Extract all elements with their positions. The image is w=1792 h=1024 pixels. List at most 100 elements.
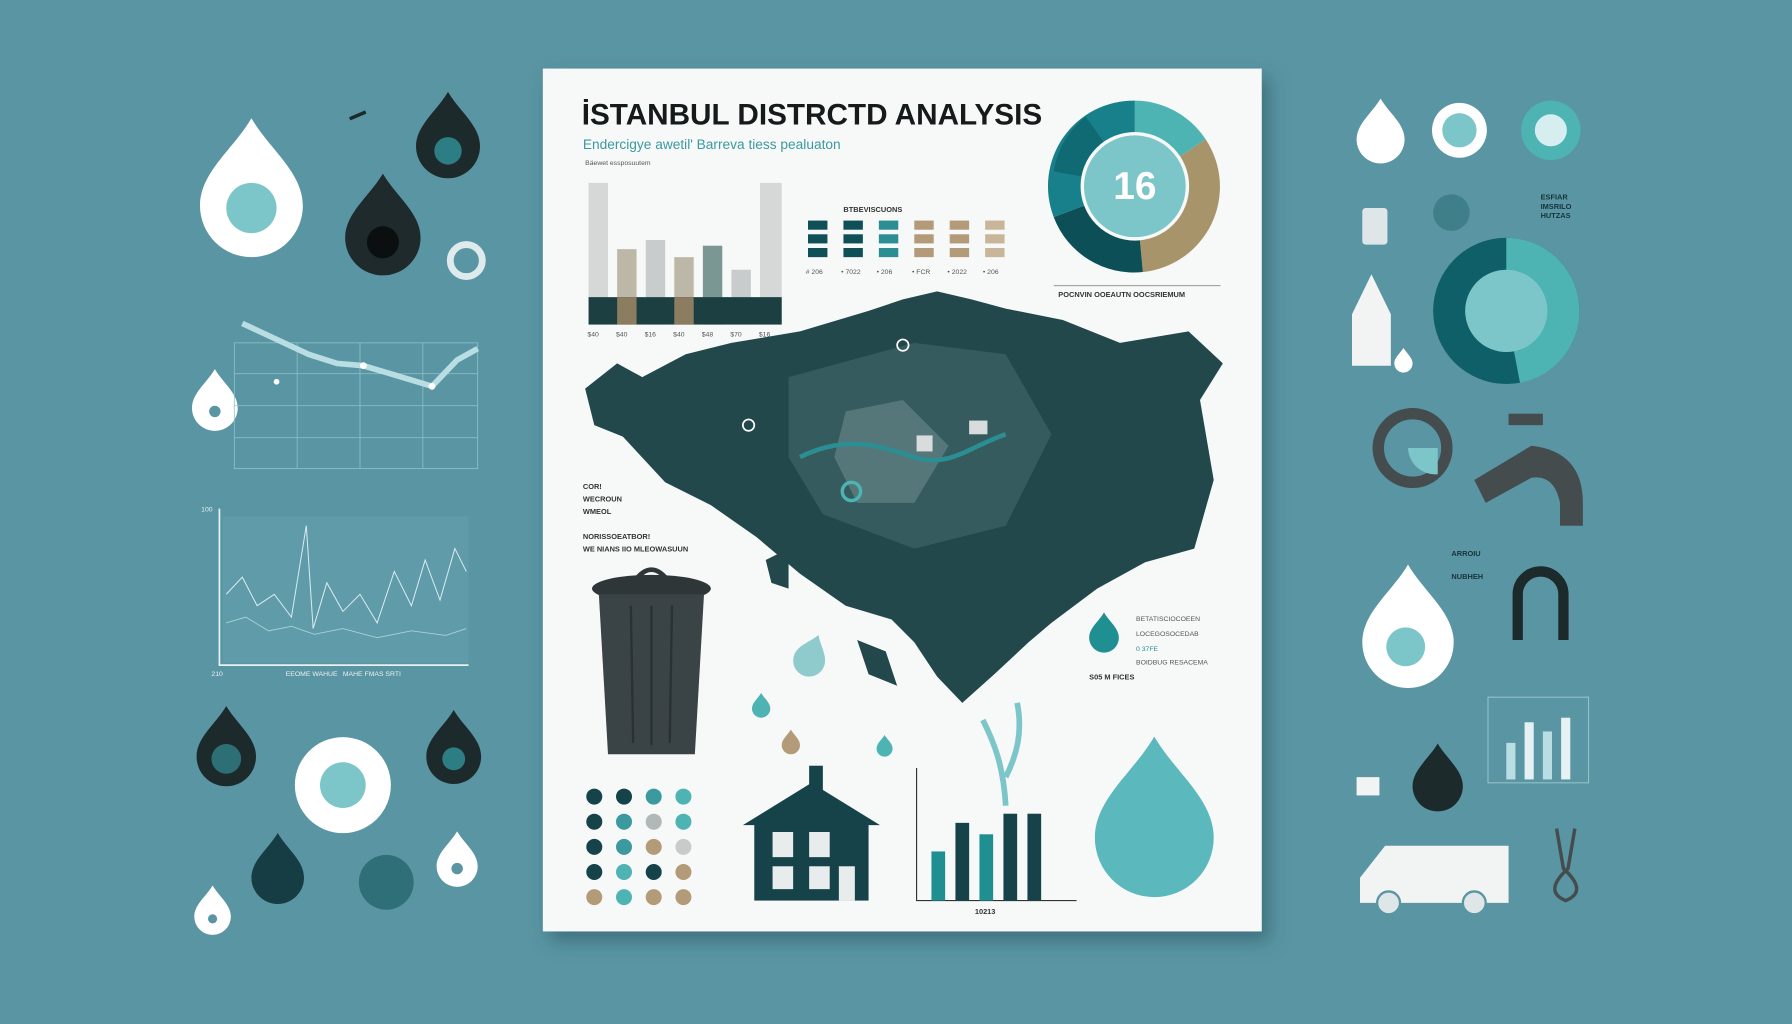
gear <box>1433 194 1470 231</box>
swatch <box>878 248 899 258</box>
marker <box>896 338 910 352</box>
window <box>809 832 830 858</box>
gear <box>358 854 414 910</box>
swatch <box>985 248 1005 258</box>
swatch <box>949 234 970 244</box>
bar <box>931 851 946 901</box>
swatch <box>878 220 899 230</box>
valve <box>1508 413 1543 426</box>
van <box>1360 845 1509 903</box>
dot <box>586 838 603 855</box>
dot <box>645 838 662 855</box>
chimney <box>809 765 823 791</box>
ring <box>446 241 486 280</box>
ring-center <box>1465 269 1548 352</box>
legend-label: • 2022 <box>947 269 967 276</box>
legend-item: BETATISCIOCOEEN <box>1136 616 1200 623</box>
mini-bar <box>1524 722 1534 780</box>
legend-title: BTBEVISCUONS <box>843 205 902 214</box>
drop-center <box>366 226 399 259</box>
dot <box>675 788 692 805</box>
dot <box>675 813 692 830</box>
dash <box>349 110 367 121</box>
ring-center <box>320 762 366 808</box>
mini-bar <box>1561 717 1571 780</box>
map <box>585 291 1223 703</box>
series-line <box>225 525 467 629</box>
map-note: WE NIANS IIO MLEOWASUUN <box>583 545 688 554</box>
swatch <box>949 248 970 258</box>
marker <box>969 420 988 435</box>
dot <box>645 889 662 906</box>
axis-label: EEOME WAHUE <box>286 671 338 678</box>
trash-can <box>592 567 711 755</box>
bottle <box>1362 208 1388 245</box>
legend-item: 0 37FE <box>1136 646 1159 653</box>
bar <box>1027 813 1042 901</box>
drop-center <box>434 137 462 165</box>
swatch <box>808 248 828 258</box>
side-label: NUBHEH <box>1451 572 1483 581</box>
pie-value: 16 <box>1113 165 1156 208</box>
door <box>838 866 855 901</box>
dot <box>645 864 662 880</box>
mini-chart <box>1487 696 1590 784</box>
bar <box>588 182 608 325</box>
handle <box>636 567 667 579</box>
swatch <box>808 234 828 244</box>
drop-center <box>1386 627 1426 667</box>
bar <box>760 182 782 325</box>
legend-label: • FCR <box>912 269 930 276</box>
rib <box>629 605 635 743</box>
dot <box>586 788 603 805</box>
dot <box>675 889 692 906</box>
drop-center <box>208 914 218 924</box>
dot <box>616 889 632 906</box>
dot <box>616 813 632 830</box>
clip <box>1553 828 1579 903</box>
circle-icon <box>1534 114 1567 147</box>
swatch <box>843 248 863 258</box>
drop-center <box>226 182 277 234</box>
legend-item: BOIDBUG RESACEMA <box>1136 660 1208 667</box>
drop-center <box>211 744 242 774</box>
point <box>273 378 280 385</box>
side-note: HUTZAS <box>1541 211 1571 220</box>
axis-label: 210 <box>211 671 223 678</box>
axis-label: $48 <box>702 332 714 339</box>
swatch <box>949 220 970 230</box>
axis-label: $70 <box>730 332 742 339</box>
legend-grid: BTBEVISCUONS # 206 • 7022 • 206 • FCR • … <box>806 205 1005 276</box>
swatch <box>843 234 863 244</box>
side-label: ARROIU <box>1451 549 1480 558</box>
title: İSTANBUL DISTRCTD ANALYSIS <box>582 98 1042 131</box>
mini-bar <box>1506 742 1516 780</box>
drop-center <box>209 405 221 418</box>
axis-label: $40 <box>673 332 685 339</box>
left-decor: 100 210 EEOME WAHUE MAHE FMAS SRTI <box>192 91 486 935</box>
bottom-chart: 10213 <box>916 702 1077 916</box>
plant <box>980 702 1023 806</box>
island <box>765 548 789 589</box>
bar-base <box>674 297 694 325</box>
axis-label: $40 <box>616 332 628 339</box>
bar <box>955 822 970 901</box>
dot-grid <box>586 788 692 906</box>
window <box>809 866 830 890</box>
bar-base <box>617 297 637 325</box>
right-decor: ESFIAR IMSRILO HUTZAS ARROIU NUBHEH <box>1352 98 1590 916</box>
island <box>857 640 898 686</box>
dot <box>616 838 632 855</box>
legend-footer: S05 M FICES <box>1089 673 1134 682</box>
marker <box>916 435 933 452</box>
point <box>428 382 436 390</box>
dot <box>675 838 692 855</box>
legend-label: # 206 <box>806 269 823 276</box>
swatch <box>914 234 934 244</box>
river <box>798 432 1007 463</box>
map-legend: BETATISCIOCOEEN LOCEGOSOCEDAB 0 37FE BOI… <box>1089 612 1208 682</box>
axes <box>916 768 1077 902</box>
roof <box>742 782 880 826</box>
box <box>1356 777 1380 796</box>
